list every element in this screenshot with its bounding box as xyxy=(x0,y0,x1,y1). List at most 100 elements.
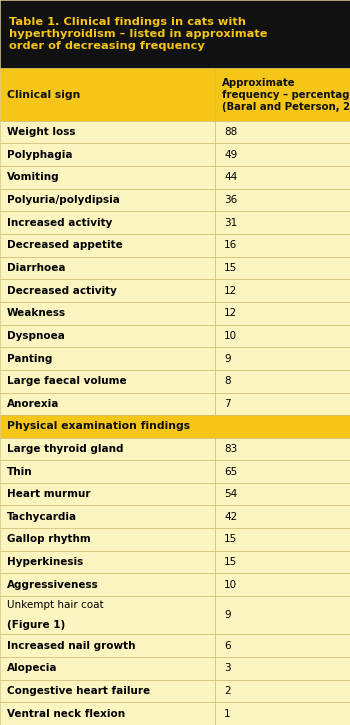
Text: Heart murmur: Heart murmur xyxy=(7,489,91,499)
Text: 3: 3 xyxy=(224,663,231,674)
Bar xyxy=(215,279,350,302)
Bar xyxy=(0,393,215,415)
Bar xyxy=(215,573,350,596)
Text: 15: 15 xyxy=(224,534,237,544)
Text: Clinical sign: Clinical sign xyxy=(7,90,80,99)
Text: 65: 65 xyxy=(224,466,237,476)
Text: Dyspnoea: Dyspnoea xyxy=(7,331,65,341)
Text: Large thyroid gland: Large thyroid gland xyxy=(7,444,124,454)
Bar xyxy=(215,703,350,725)
Text: 7: 7 xyxy=(224,399,231,409)
Text: 10: 10 xyxy=(224,331,237,341)
Bar xyxy=(215,657,350,680)
Text: 15: 15 xyxy=(224,557,237,567)
Bar xyxy=(215,144,350,166)
Bar xyxy=(0,703,215,725)
Bar xyxy=(215,483,350,505)
Text: Congestive heart failure: Congestive heart failure xyxy=(7,686,150,696)
Text: Anorexia: Anorexia xyxy=(7,399,60,409)
Bar xyxy=(0,680,215,703)
Bar xyxy=(0,166,215,188)
Text: 36: 36 xyxy=(224,195,237,205)
Text: Polyphagia: Polyphagia xyxy=(7,150,72,160)
Text: 49: 49 xyxy=(224,150,237,160)
Bar xyxy=(0,68,215,121)
Text: Approximate
frequency – percentage of cats
(Baral and Peterson, 2012): Approximate frequency – percentage of ca… xyxy=(222,78,350,112)
Bar xyxy=(0,325,215,347)
Text: 2: 2 xyxy=(224,686,231,696)
Bar xyxy=(215,551,350,573)
Text: Increased nail growth: Increased nail growth xyxy=(7,641,135,651)
Bar xyxy=(0,505,215,528)
Text: 9: 9 xyxy=(224,354,231,364)
Bar xyxy=(215,680,350,703)
Bar xyxy=(215,393,350,415)
Bar xyxy=(215,528,350,551)
Bar xyxy=(215,325,350,347)
Bar xyxy=(215,68,350,121)
Bar xyxy=(0,212,215,234)
Text: Physical examination findings: Physical examination findings xyxy=(7,421,190,431)
Text: (Figure 1): (Figure 1) xyxy=(7,620,65,630)
Text: 1: 1 xyxy=(224,708,231,718)
Bar xyxy=(215,257,350,279)
Text: Polyuria/polydipsia: Polyuria/polydipsia xyxy=(7,195,120,205)
Text: Ventral neck flexion: Ventral neck flexion xyxy=(7,708,125,718)
Bar xyxy=(215,347,350,370)
Text: 9: 9 xyxy=(224,610,231,621)
Text: Aggressiveness: Aggressiveness xyxy=(7,580,99,589)
Text: 12: 12 xyxy=(224,308,237,318)
Bar xyxy=(0,257,215,279)
Bar xyxy=(215,460,350,483)
Bar xyxy=(0,437,215,460)
Bar xyxy=(0,234,215,257)
Text: Tachycardia: Tachycardia xyxy=(7,512,77,522)
Bar xyxy=(215,437,350,460)
Text: Decreased activity: Decreased activity xyxy=(7,286,117,296)
Text: Weight loss: Weight loss xyxy=(7,127,76,137)
Text: 83: 83 xyxy=(224,444,237,454)
Text: 10: 10 xyxy=(224,580,237,589)
Text: 6: 6 xyxy=(224,641,231,651)
Bar xyxy=(0,279,215,302)
Bar xyxy=(0,460,215,483)
Bar xyxy=(0,188,215,212)
Bar xyxy=(0,657,215,680)
Text: 54: 54 xyxy=(224,489,237,499)
Text: 16: 16 xyxy=(224,241,237,250)
Bar xyxy=(0,634,215,657)
Bar xyxy=(0,347,215,370)
Text: Panting: Panting xyxy=(7,354,52,364)
Bar xyxy=(0,483,215,505)
Text: 42: 42 xyxy=(224,512,237,522)
Bar xyxy=(0,0,350,68)
Text: Alopecia: Alopecia xyxy=(7,663,57,674)
Text: Vomiting: Vomiting xyxy=(7,173,60,183)
Bar xyxy=(215,121,350,144)
Text: 44: 44 xyxy=(224,173,237,183)
Bar xyxy=(0,302,215,325)
Text: Gallop rhythm: Gallop rhythm xyxy=(7,534,91,544)
Text: 12: 12 xyxy=(224,286,237,296)
Text: Increased activity: Increased activity xyxy=(7,218,112,228)
Bar xyxy=(0,573,215,596)
Bar xyxy=(215,188,350,212)
Text: Diarrhoea: Diarrhoea xyxy=(7,263,65,273)
Bar xyxy=(215,370,350,393)
Text: Large faecal volume: Large faecal volume xyxy=(7,376,127,386)
Bar xyxy=(0,370,215,393)
Bar xyxy=(0,144,215,166)
Bar xyxy=(215,212,350,234)
Bar xyxy=(215,505,350,528)
Text: 8: 8 xyxy=(224,376,231,386)
Bar xyxy=(215,302,350,325)
Bar xyxy=(0,415,350,437)
Bar xyxy=(0,596,215,634)
Bar xyxy=(0,551,215,573)
Text: Unkempt hair coat: Unkempt hair coat xyxy=(7,600,104,610)
Text: Weakness: Weakness xyxy=(7,308,66,318)
Bar xyxy=(0,528,215,551)
Bar xyxy=(0,121,215,144)
Text: 15: 15 xyxy=(224,263,237,273)
Bar xyxy=(215,634,350,657)
